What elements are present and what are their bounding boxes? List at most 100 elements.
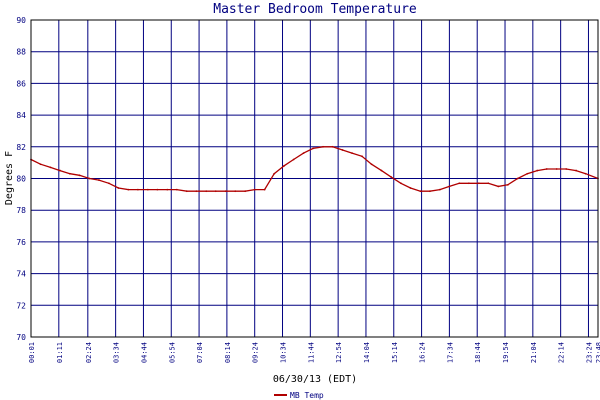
x-tick-label: 23:24 [585, 342, 593, 363]
x-tick-label: 01:11 [56, 342, 64, 363]
data-point [497, 185, 500, 188]
data-point [302, 152, 305, 155]
x-tick-label: 10:34 [280, 342, 288, 363]
x-tick-labels: 00:01 01:11 02:24 03:34 04:44 05:54 07:04 08:14… [28, 342, 600, 363]
data-point [312, 147, 315, 150]
plot-frame [30, 19, 599, 338]
x-tick-label: 17:34 [446, 342, 454, 363]
data-point [400, 182, 402, 185]
data-point [419, 190, 422, 193]
x-tick-label: 03:34 [113, 342, 121, 363]
data-point [322, 145, 324, 148]
x-tick-label: 08:14 [224, 342, 232, 363]
data-point [39, 163, 42, 166]
y-tick-label: 74 [16, 270, 26, 279]
data-point [292, 158, 295, 161]
data-point [146, 188, 149, 191]
data-point [49, 166, 52, 169]
data-point [224, 190, 227, 193]
data-point [88, 177, 91, 180]
x-tick-label: 16:24 [419, 342, 427, 363]
x-tick-label: 00:01 [28, 342, 36, 363]
data-point [361, 155, 363, 158]
data-point [69, 172, 71, 175]
legend: MB Temp [274, 391, 324, 400]
data-point [536, 169, 539, 172]
x-tick-label: 23:48 [595, 342, 600, 363]
data-point [341, 149, 344, 151]
data-point [584, 172, 587, 175]
data-point [107, 182, 110, 185]
data-point [136, 188, 139, 191]
data-point [429, 190, 431, 193]
grid-lines [31, 20, 598, 337]
plot-area [30, 145, 599, 193]
x-tick-label: 09:24 [252, 342, 260, 363]
data-point [127, 188, 130, 191]
data-point [380, 169, 383, 172]
x-tick-label: 05:54 [168, 342, 176, 363]
data-point [98, 179, 100, 181]
data-point [283, 164, 286, 167]
data-point [263, 188, 266, 191]
data-point [253, 188, 256, 191]
y-tick-label: 70 [16, 333, 26, 342]
data-point [545, 168, 548, 170]
data-point [506, 183, 509, 186]
y-axis-label: Degrees F [4, 151, 15, 205]
y-tick-label: 78 [16, 206, 26, 215]
x-tick-label: 21:04 [530, 342, 538, 363]
data-point [526, 172, 529, 175]
y-tick-label: 76 [16, 238, 26, 247]
x-tick-label: 12:54 [335, 342, 343, 363]
y-tick-label: 90 [16, 16, 26, 25]
y-tick-label: 72 [16, 301, 26, 310]
y-tick-labels: 70 72 74 76 78 80 82 84 86 88 90 [16, 16, 26, 342]
data-point [195, 190, 198, 193]
y-tick-label: 84 [16, 111, 26, 120]
data-point [59, 169, 61, 172]
data-point [458, 182, 461, 185]
data-point [448, 185, 451, 188]
data-point [175, 188, 178, 191]
x-tick-label: 11:44 [307, 342, 315, 363]
y-tick-label: 80 [16, 175, 26, 184]
y-tick-label: 82 [16, 143, 26, 152]
data-point [555, 168, 558, 170]
data-point [370, 163, 373, 166]
data-point [234, 190, 237, 193]
x-tick-label: 14:04 [363, 342, 371, 363]
data-point [185, 190, 188, 193]
data-point [390, 176, 392, 178]
data-point [273, 172, 276, 175]
data-point [214, 190, 217, 193]
data-point [166, 188, 169, 191]
y-tick-label: 86 [16, 79, 26, 88]
x-axis-label: 06/30/13 (EDT) [273, 374, 357, 385]
data-point [156, 188, 159, 191]
data-point [244, 190, 247, 193]
data-point [467, 182, 470, 185]
data-point [438, 188, 441, 191]
data-point [516, 177, 519, 180]
x-tick-label: 18:44 [474, 342, 482, 363]
x-tick-label: 04:44 [140, 342, 148, 363]
data-point [331, 145, 334, 148]
data-point [565, 168, 568, 170]
x-tick-label: 19:54 [502, 342, 510, 363]
y-tick-label: 88 [16, 48, 26, 57]
data-point [487, 182, 490, 185]
data-point [351, 152, 353, 155]
x-tick-label: 22:14 [558, 342, 566, 363]
x-tick-label: 02:24 [85, 342, 93, 363]
data-point [477, 182, 480, 185]
chart-title: Master Bedroom Temperature [213, 2, 417, 17]
data-point [117, 187, 120, 189]
x-tick-label: 15:14 [391, 342, 399, 363]
data-point [575, 169, 578, 172]
data-point [78, 174, 81, 177]
legend-label: MB Temp [290, 391, 324, 400]
data-point [205, 190, 208, 193]
data-point [409, 187, 412, 189]
